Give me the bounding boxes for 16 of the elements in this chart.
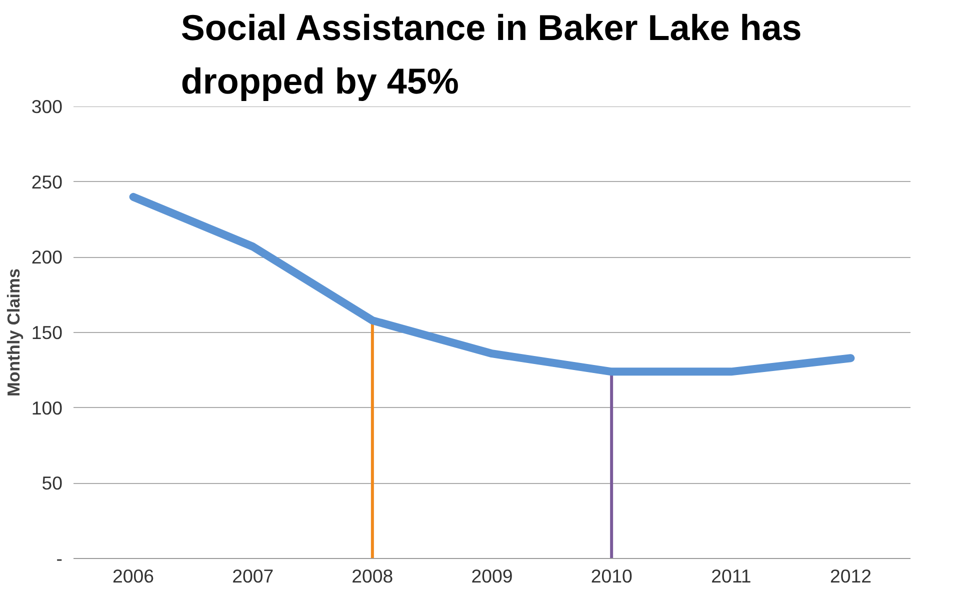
chart-title: Social Assistance in Baker Lake has dropped by 45% — [180, 7, 802, 102]
y-tick-label: 50 — [42, 472, 63, 494]
y-tick-label: 150 — [31, 322, 63, 343]
x-tick-label: 2011 — [711, 566, 752, 586]
y-tick-label: - — [56, 548, 63, 569]
y-tick-label: 200 — [31, 246, 63, 268]
x-tick-label: 2009 — [471, 566, 513, 586]
x-tick-label: 2008 — [352, 566, 394, 586]
y-tick-label: 100 — [31, 397, 63, 418]
x-tick-label: 2006 — [112, 566, 154, 586]
x-tick-label: 2012 — [830, 566, 872, 586]
x-tick-label: 2010 — [590, 566, 632, 586]
y-tick-label: 300 — [31, 96, 63, 117]
y-axis-title: Monthly Claims — [3, 268, 24, 397]
x-tick-label: 2007 — [232, 566, 274, 586]
y-tick-label: 250 — [31, 171, 63, 192]
